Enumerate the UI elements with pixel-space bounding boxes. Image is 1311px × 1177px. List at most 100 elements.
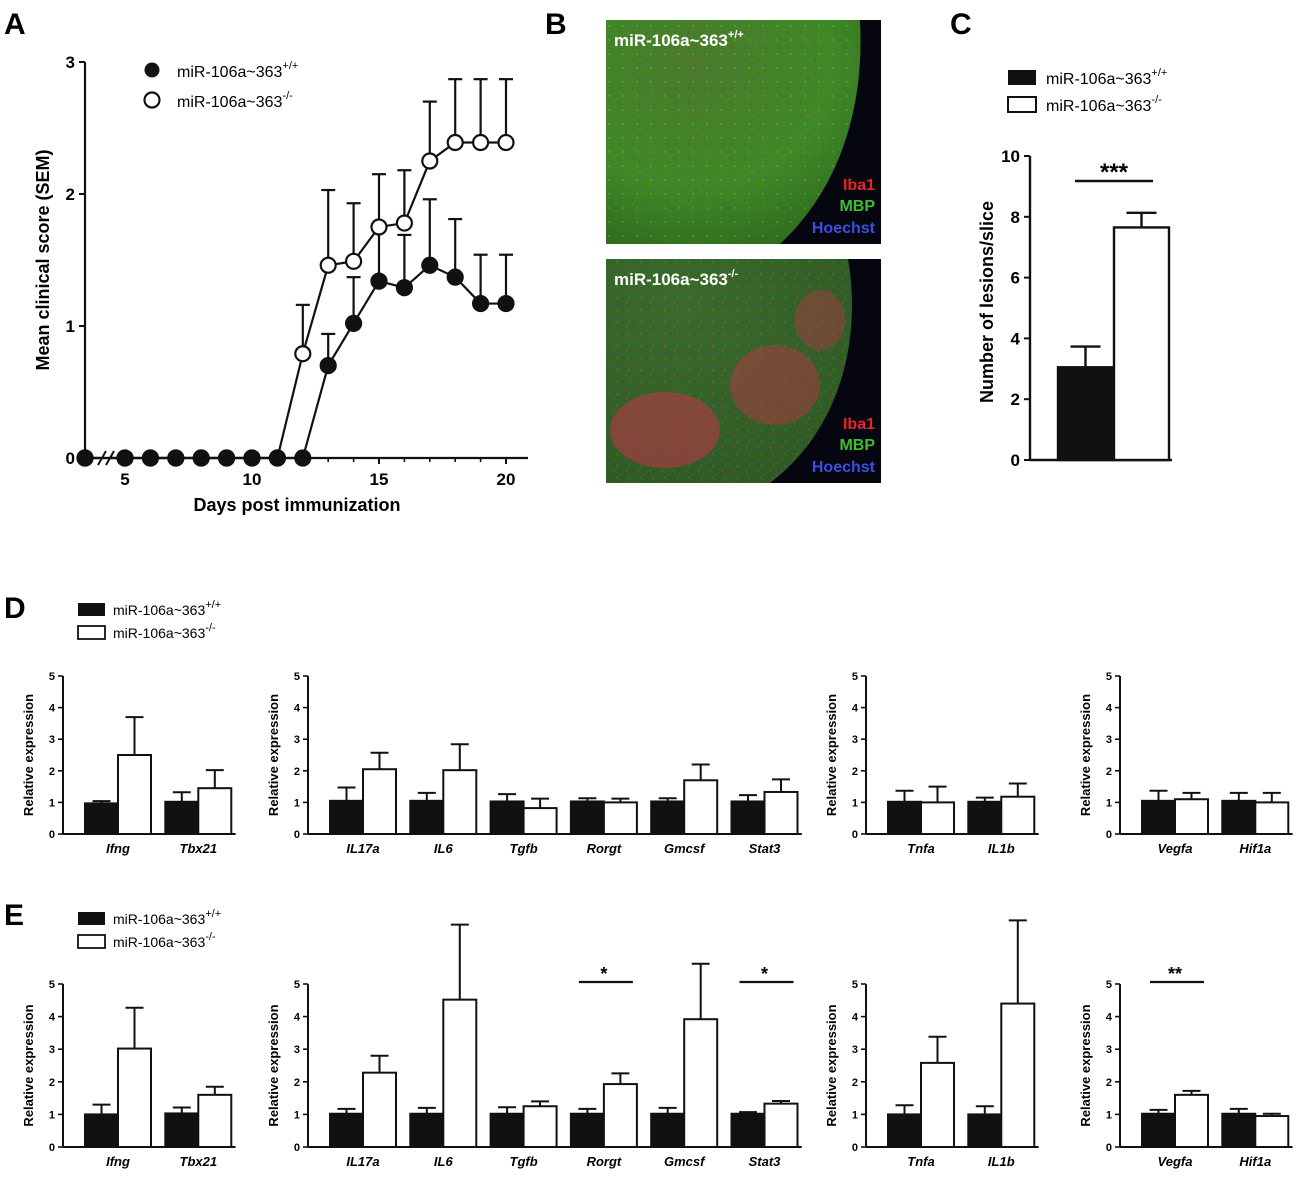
bar-wt-vegfa xyxy=(1141,1112,1176,1149)
y-tick-label: 4 xyxy=(294,1012,301,1024)
bar-ko-tgfb xyxy=(522,807,558,836)
gene-label: Hif1a xyxy=(1239,1154,1271,1169)
legend-d-wt-label: miR-106a~363+/+ xyxy=(113,599,221,618)
stain-iba1-bottom: Iba1 xyxy=(843,416,875,433)
significance-label: *** xyxy=(1100,159,1129,186)
stain-iba1-top: Iba1 xyxy=(843,177,875,194)
stain-hoechst-top: Hoechst xyxy=(812,220,876,237)
data-point-wt xyxy=(76,449,94,467)
panel-letter-a: A xyxy=(4,8,26,41)
y-tick-label: 5 xyxy=(294,671,300,683)
bar-ko-ifng xyxy=(117,1047,152,1148)
y-tick-label: 0 xyxy=(49,1142,55,1154)
panel-letter-d: D xyxy=(4,592,26,625)
y-tick-label: 4 xyxy=(294,703,301,715)
gene-label: Tgfb xyxy=(510,1154,538,1169)
bar-wt-il1b xyxy=(967,800,1003,836)
bar-wt-hif1a xyxy=(1221,799,1257,836)
significance-label: * xyxy=(761,964,768,984)
bar-ko-il1b xyxy=(1000,795,1036,835)
bar-wt-ifng xyxy=(84,802,119,836)
legend-a: miR-106a~363+/+ miR-106a~363-/- xyxy=(143,60,298,111)
micrograph-bottom-label: miR-106a~363-/- xyxy=(614,268,739,289)
gene-label: Tnfa xyxy=(907,1154,934,1169)
y-tick-label: 0 xyxy=(66,449,75,468)
data-point-wt xyxy=(218,449,236,467)
y-tick-label: 0 xyxy=(294,829,300,841)
data-point-wt xyxy=(116,449,134,467)
bar-ko-gmcsf xyxy=(683,1018,719,1149)
bar-ko-hif1a xyxy=(1254,801,1290,836)
y-tick-label: 5 xyxy=(1106,979,1112,991)
legend-c-wt-swatch xyxy=(1008,70,1036,85)
data-point-ko xyxy=(472,133,490,152)
y-tick-label: 1 xyxy=(66,317,75,336)
legend-a-wt-label: miR-106a~363+/+ xyxy=(177,60,298,81)
micrograph-bottom-lesion-1 xyxy=(610,392,720,468)
x-tick-label: 5 xyxy=(120,470,129,489)
bar-ko-tbx21 xyxy=(197,787,233,835)
gene-label: Vegfa xyxy=(1158,1154,1193,1169)
panel-letter-e: E xyxy=(4,899,24,932)
bar-ko-tnfa xyxy=(920,1061,955,1148)
significance-label: ** xyxy=(1168,964,1182,984)
gene-label: Gmcsf xyxy=(664,841,706,856)
gene-label: Ifng xyxy=(106,841,130,856)
y-tick-label: 0 xyxy=(852,829,858,841)
significance-label: * xyxy=(600,964,607,984)
series-line-wt xyxy=(85,263,506,460)
y-axis-title: Relative expression xyxy=(266,1004,281,1126)
bar-ko-tbx21 xyxy=(197,1093,233,1148)
bar-wt-rorgt xyxy=(569,1112,605,1149)
gene-label: IL17a xyxy=(346,841,379,856)
y-tick-label: 10 xyxy=(1001,147,1020,166)
bar-wt-tgfb xyxy=(489,800,525,836)
y-tick-label: 1 xyxy=(852,1109,858,1121)
y-axis-title: Relative expression xyxy=(824,1004,839,1126)
y-tick-label: 2 xyxy=(1011,390,1020,409)
y-tick-label: 3 xyxy=(294,734,300,746)
data-point-wt xyxy=(421,256,439,274)
legend-e-ko-label: miR-106a~363-/- xyxy=(113,931,216,950)
y-tick-label: 8 xyxy=(1011,208,1020,227)
bar-wt xyxy=(1056,366,1115,462)
y-tick-label: 2 xyxy=(49,766,55,778)
data-point-wt xyxy=(167,449,185,467)
data-point-wt xyxy=(395,279,413,297)
data-point-wt xyxy=(497,294,515,313)
y-tick-label: 5 xyxy=(49,979,55,991)
bar-wt-il17a xyxy=(329,799,364,836)
x-tick-label: 20 xyxy=(497,470,516,489)
y-tick-label: 0 xyxy=(1011,451,1020,470)
micrograph-top-label: miR-106a~363+/+ xyxy=(614,29,744,50)
y-tick-label: 0 xyxy=(294,1142,300,1154)
gene-label: Tbx21 xyxy=(180,1154,218,1169)
y-tick-label: 3 xyxy=(49,734,55,746)
chart-e: 0 1 2 3 4 5 Relative expression Ifng Tbx21 0 1 2 3 4 5… xyxy=(21,919,1293,1169)
stain-mbp-top: MBP xyxy=(839,198,875,215)
legend-e-wt-label: miR-106a~363+/+ xyxy=(113,908,221,927)
gene-label: Vegfa xyxy=(1158,841,1193,856)
data-point-ko xyxy=(319,256,337,274)
data-point-ko xyxy=(395,214,413,232)
y-tick-label: 6 xyxy=(1011,269,1020,288)
y-tick-label: 3 xyxy=(49,1044,55,1056)
bar-wt-hif1a xyxy=(1221,1112,1257,1149)
bar-ko-il17a xyxy=(362,1071,397,1148)
bar-wt-il17a xyxy=(329,1112,364,1149)
x-tick-label: 10 xyxy=(243,470,262,489)
y-tick-label: 3 xyxy=(294,1044,300,1056)
y-axis-title: Relative expression xyxy=(1078,1004,1093,1126)
micrograph-top: miR-106a~363+/+ Iba1 MBP Hoechst xyxy=(606,20,881,244)
data-point-wt xyxy=(345,314,363,332)
y-tick-label: 2 xyxy=(294,1077,300,1089)
y-tick-label: 0 xyxy=(852,1142,858,1154)
micrograph-bottom-lesion-3 xyxy=(795,290,845,350)
legend-d-wt-swatch xyxy=(78,603,105,616)
gene-label: Tnfa xyxy=(907,841,934,856)
data-point-wt xyxy=(319,357,337,375)
y-tick-label: 0 xyxy=(49,829,55,841)
y-tick-label: 3 xyxy=(852,1044,858,1056)
